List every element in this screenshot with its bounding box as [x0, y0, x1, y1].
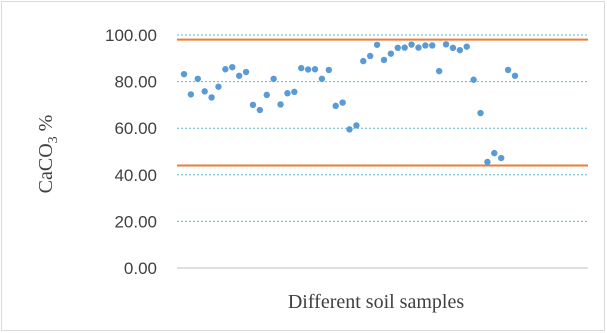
gridlines: [177, 34, 588, 269]
data-point: [477, 109, 484, 117]
data-point: [435, 67, 443, 75]
data-point: [325, 66, 333, 74]
data-point: [366, 52, 374, 60]
data-point: [298, 64, 305, 72]
data-point: [456, 46, 464, 54]
data-point: [291, 88, 298, 96]
y-axis-title-main: CaCO: [35, 143, 57, 193]
data-point: [311, 66, 319, 73]
data-point: [215, 83, 222, 90]
data-point: [387, 50, 395, 57]
data-point: [304, 66, 312, 73]
y-tick-label: 100.00: [105, 26, 157, 45]
data-point: [346, 126, 353, 133]
data-point: [339, 99, 346, 106]
data-point: [504, 66, 512, 74]
data-point: [242, 68, 250, 76]
y-axis-title: CaCO3 %: [35, 115, 61, 194]
data-point: [180, 70, 188, 78]
data-point: [408, 41, 415, 48]
y-tick-label: 80.00: [114, 73, 157, 92]
data-point: [263, 91, 270, 99]
data-point: [422, 42, 429, 49]
data-point: [415, 44, 422, 51]
y-tick-label: 60.00: [114, 119, 157, 138]
data-points: [180, 41, 519, 166]
reference-lines: [177, 38, 588, 167]
data-point: [318, 75, 326, 83]
data-point: [256, 106, 264, 114]
data-point: [470, 76, 477, 83]
data-point: [373, 41, 381, 48]
data-point: [353, 122, 360, 129]
data-point: [442, 41, 450, 48]
data-point: [484, 158, 491, 166]
data-point: [511, 72, 519, 79]
data-point: [491, 149, 498, 157]
data-point: [449, 44, 457, 52]
data-point: [235, 72, 243, 79]
data-point: [401, 44, 408, 51]
y-tick-label: 0.00: [124, 259, 157, 278]
data-point: [277, 101, 284, 108]
data-point: [187, 91, 195, 98]
data-point: [222, 66, 229, 73]
y-axis-title-subscript: 3: [46, 136, 61, 143]
y-tick-label: 40.00: [114, 166, 157, 185]
data-point: [429, 42, 436, 49]
data-point: [394, 44, 401, 52]
data-point: [208, 94, 215, 101]
data-point: [201, 88, 208, 95]
y-tick-label: 20.00: [114, 212, 157, 231]
x-axis-title: Different soil samples: [288, 291, 464, 313]
data-point: [249, 101, 257, 109]
data-point: [360, 57, 367, 65]
y-axis-title-suffix: %: [35, 115, 57, 137]
data-point: [463, 43, 470, 50]
data-point: [229, 63, 236, 71]
data-point: [332, 102, 339, 110]
data-point: [284, 90, 291, 97]
data-point: [498, 154, 505, 162]
y-tick-labels: 0.00 20.00 40.00 60.00 80.00 100.00: [105, 26, 157, 278]
data-point: [270, 75, 277, 83]
data-point: [194, 75, 201, 83]
data-point: [380, 56, 388, 64]
